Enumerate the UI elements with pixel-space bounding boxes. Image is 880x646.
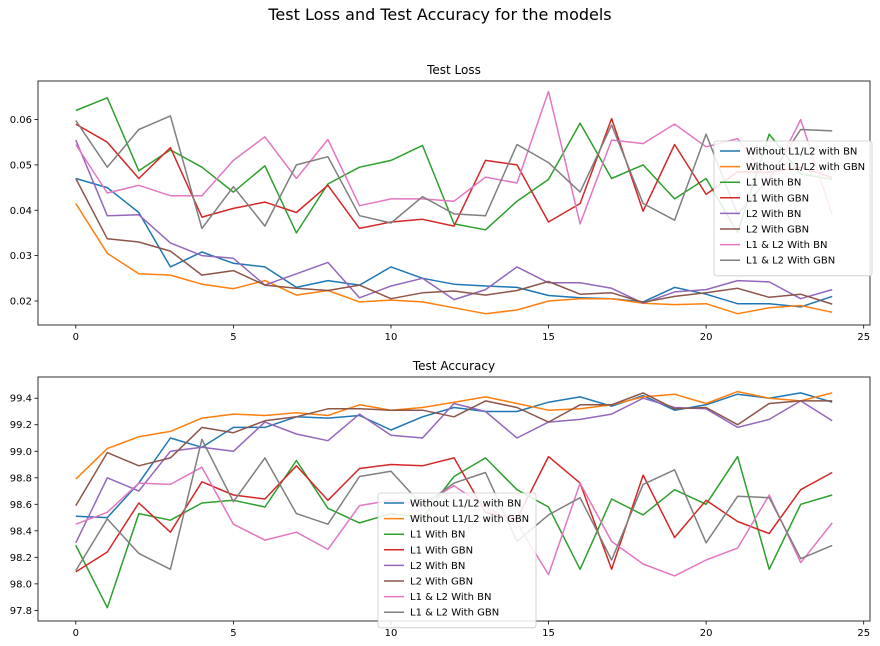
test-accuracy-x-tick-label: 10 (385, 628, 398, 639)
test-loss-x-tick-label: 15 (542, 332, 555, 343)
test-accuracy-legend-label: L2 With BN (410, 561, 465, 572)
test-accuracy-legend: Without L1/L2 with BN Without L1/L2 with … (377, 492, 537, 629)
test-accuracy-y-tick-label: 98.2 (10, 553, 32, 564)
test-accuracy-x-tick-label: 25 (857, 628, 870, 639)
test-loss-x-tick-label: 0 (73, 332, 79, 343)
test-loss-series-line-3 (75, 97, 833, 234)
test-loss-legend-label: L2 With GBN (746, 225, 809, 236)
test-loss-series-line-7 (75, 90, 833, 225)
test-accuracy-legend-label: L1 & L2 With GBN (410, 608, 499, 619)
test-accuracy-series-line-3 (75, 455, 833, 609)
test-accuracy-x-tick-label: 15 (542, 628, 555, 639)
test-accuracy-legend-box (377, 492, 537, 629)
test-loss-panel: Test Loss 0 5 10 15 20 25 0.02 0.03 0.04 0.05 0.06… (10, 63, 873, 343)
test-accuracy-legend-label: Without L1/L2 with GBN (410, 514, 529, 525)
test-accuracy-title: Test Accuracy (412, 359, 495, 373)
test-loss-legend-label: Without L1/L2 with BN (746, 147, 857, 158)
test-accuracy-x-tick-label: 20 (700, 628, 713, 639)
test-loss-y-tick-label: 0.04 (10, 206, 32, 217)
test-loss-legend-box (713, 140, 873, 277)
test-loss-series-line-1 (75, 177, 833, 308)
test-loss-ticks: 0 5 10 15 20 25 0.02 0.03 0.04 0.05 0.06 (10, 115, 870, 343)
test-loss-x-tick-label: 10 (385, 332, 398, 343)
test-accuracy-y-tick-label: 99.4 (10, 394, 32, 405)
test-loss-series-line-4 (75, 117, 833, 230)
test-loss-y-tick-label: 0.06 (10, 115, 32, 126)
test-loss-x-tick-label: 5 (230, 332, 236, 343)
test-accuracy-series-line-4 (75, 455, 833, 573)
test-loss-series-line-2 (75, 203, 833, 315)
test-loss-legend-label: L1 With BN (746, 178, 801, 189)
test-accuracy-series-line-2 (75, 390, 833, 480)
test-loss-legend-label: L1 With GBN (746, 193, 809, 204)
test-loss-legend: Without L1/L2 with BN Without L1/L2 with … (713, 140, 873, 277)
test-accuracy-legend-label: L1 With BN (410, 530, 465, 541)
test-accuracy-y-tick-label: 98.0 (10, 579, 32, 590)
test-loss-title: Test Loss (426, 63, 481, 77)
test-accuracy-y-tick-label: 98.8 (10, 473, 32, 484)
test-loss-series-line-5 (75, 139, 833, 304)
test-accuracy-legend-label: L2 With GBN (410, 577, 473, 588)
test-accuracy-legend-label: L1 With GBN (410, 545, 473, 556)
test-loss-y-tick-label: 0.02 (10, 296, 32, 307)
test-loss-x-tick-label: 25 (857, 332, 870, 343)
test-loss-legend-label: L1 & L2 With BN (746, 240, 827, 251)
test-accuracy-x-tick-label: 0 (73, 628, 79, 639)
test-accuracy-y-tick-label: 99.2 (10, 420, 32, 431)
test-loss-x-tick-label: 20 (700, 332, 713, 343)
test-loss-series-lines (75, 90, 833, 315)
test-loss-y-tick-label: 0.03 (10, 251, 32, 262)
test-accuracy-series-line-6 (75, 392, 833, 506)
test-loss-series-line-6 (75, 178, 833, 305)
test-accuracy-y-tick-label: 99.0 (10, 447, 32, 458)
test-loss-legend-label: Without L1/L2 with GBN (746, 162, 865, 173)
test-accuracy-series-line-5 (75, 397, 833, 544)
figure-title: Test Loss and Test Accuracy for the mode… (267, 5, 611, 24)
test-accuracy-series-line-8 (75, 438, 833, 571)
test-loss-series-line-8 (75, 115, 833, 230)
test-accuracy-ticks: 0 5 10 15 20 25 97.8 98.0 98.2 98.4 98.6 98.8 99.0 99… (10, 394, 870, 639)
test-accuracy-series-line-7 (75, 466, 833, 577)
test-accuracy-y-tick-label: 98.6 (10, 500, 32, 511)
test-loss-legend-label: L1 & L2 With GBN (746, 256, 835, 267)
test-accuracy-legend-label: L1 & L2 With BN (410, 592, 491, 603)
test-accuracy-y-tick-label: 97.8 (10, 606, 32, 617)
test-loss-y-tick-label: 0.05 (10, 160, 32, 171)
test-accuracy-series-lines (75, 390, 833, 609)
test-loss-legend-label: L2 With BN (746, 209, 801, 220)
test-accuracy-x-tick-label: 5 (230, 628, 236, 639)
test-accuracy-legend-label: Without L1/L2 with BN (410, 499, 521, 510)
test-accuracy-y-tick-label: 98.4 (10, 526, 32, 537)
test-accuracy-panel: Test Accuracy 0 5 10 15 20 25 97.8 98.0 98.2 98.4… (10, 359, 871, 639)
